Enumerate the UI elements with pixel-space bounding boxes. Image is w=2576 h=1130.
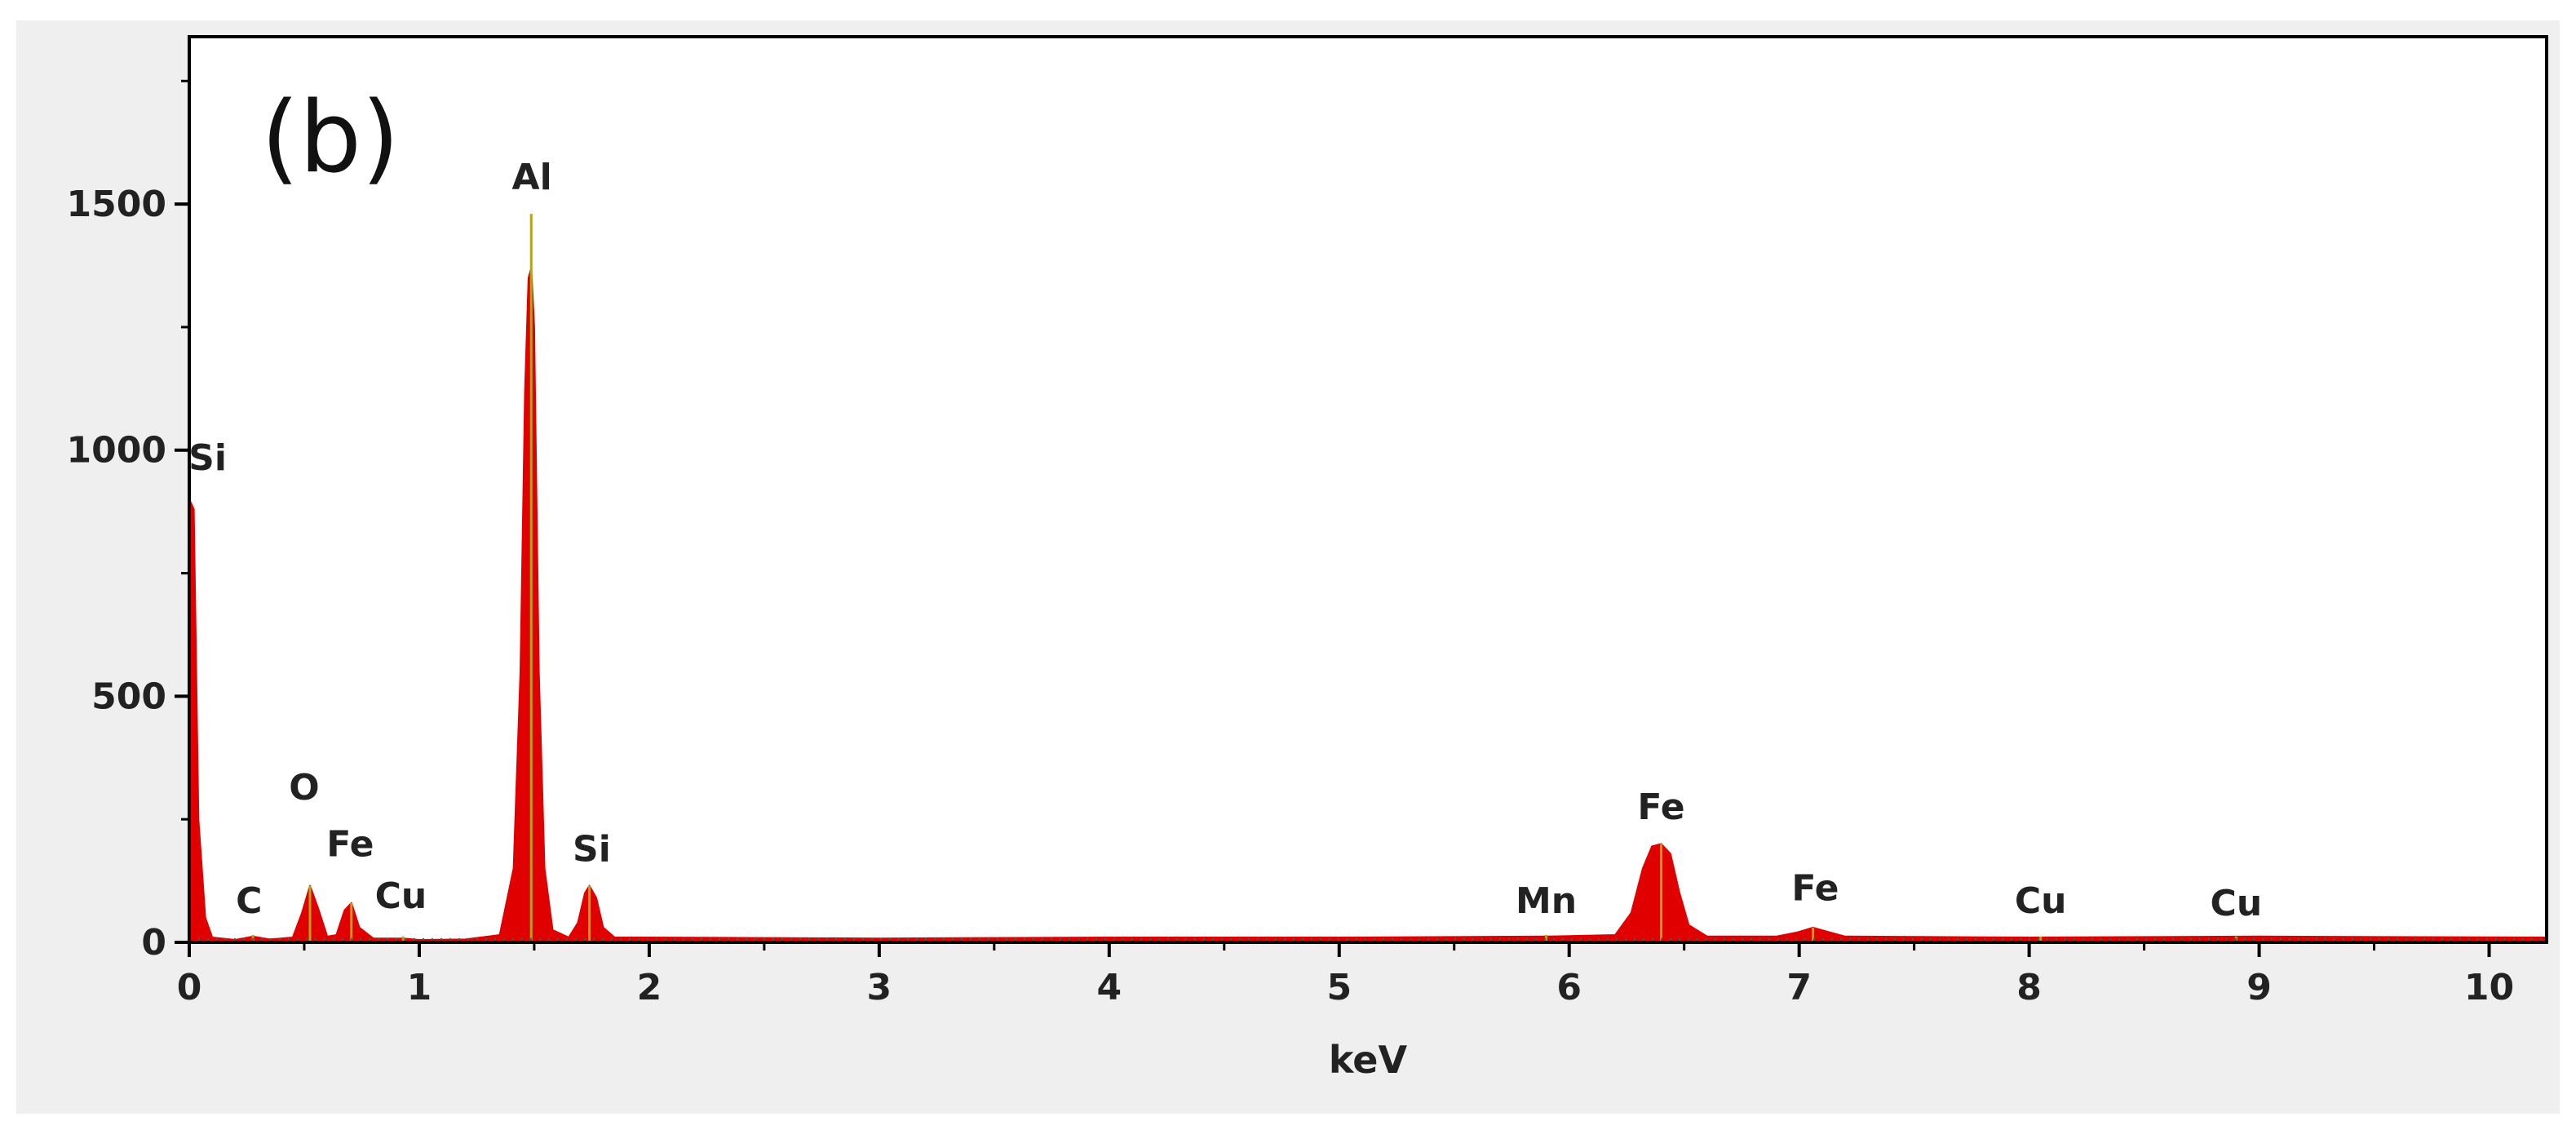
plot-frame xyxy=(188,35,2548,944)
x-tick-label: 1 xyxy=(407,967,432,1008)
peak-label: Cu xyxy=(2015,880,2067,922)
peak-label: Fe xyxy=(1637,787,1684,828)
x-tick-label: 7 xyxy=(1786,967,1812,1008)
spectrum-fill-layer xyxy=(188,267,2547,943)
panel-label: (b) xyxy=(261,82,400,195)
x-tick-label: 4 xyxy=(1096,967,1122,1008)
x-tick-label: 3 xyxy=(867,967,892,1008)
x-tick-label: 8 xyxy=(2016,967,2042,1008)
x-axis: 0 1 2 3 4 5 6 7 8 9 10 xyxy=(177,942,2514,1008)
x-tick-label: 6 xyxy=(1556,967,1582,1008)
peak-label: O xyxy=(289,767,319,809)
y-tick-label: 1000 xyxy=(67,430,166,472)
peak-label: Si xyxy=(573,828,611,870)
peak-label: Cu xyxy=(2211,883,2263,924)
x-tick-label: 10 xyxy=(2464,967,2514,1008)
peak-label: Fe xyxy=(1791,868,1839,910)
y-axis: 0 500 1000 1500 xyxy=(67,79,189,964)
peak-label: Si xyxy=(188,437,227,479)
peak-label: Mn xyxy=(1516,880,1577,922)
x-tick-label: 2 xyxy=(637,967,662,1008)
peak-label: C xyxy=(236,880,262,922)
x-tick-label: 5 xyxy=(1326,967,1352,1008)
peak-label: Fe xyxy=(326,823,374,865)
y-tick-label: 500 xyxy=(91,676,166,717)
x-axis-title: keV xyxy=(1329,1038,1408,1082)
x-tick-label: 0 xyxy=(177,967,202,1008)
spectrum-series-0 xyxy=(188,267,2547,943)
y-tick-label: 1500 xyxy=(67,184,166,225)
peak-label: Al xyxy=(512,157,552,198)
peak-label: Cu xyxy=(375,875,427,917)
y-tick-label: 0 xyxy=(141,922,166,964)
x-tick-label: 9 xyxy=(2246,967,2272,1008)
plot-area xyxy=(189,37,2547,942)
